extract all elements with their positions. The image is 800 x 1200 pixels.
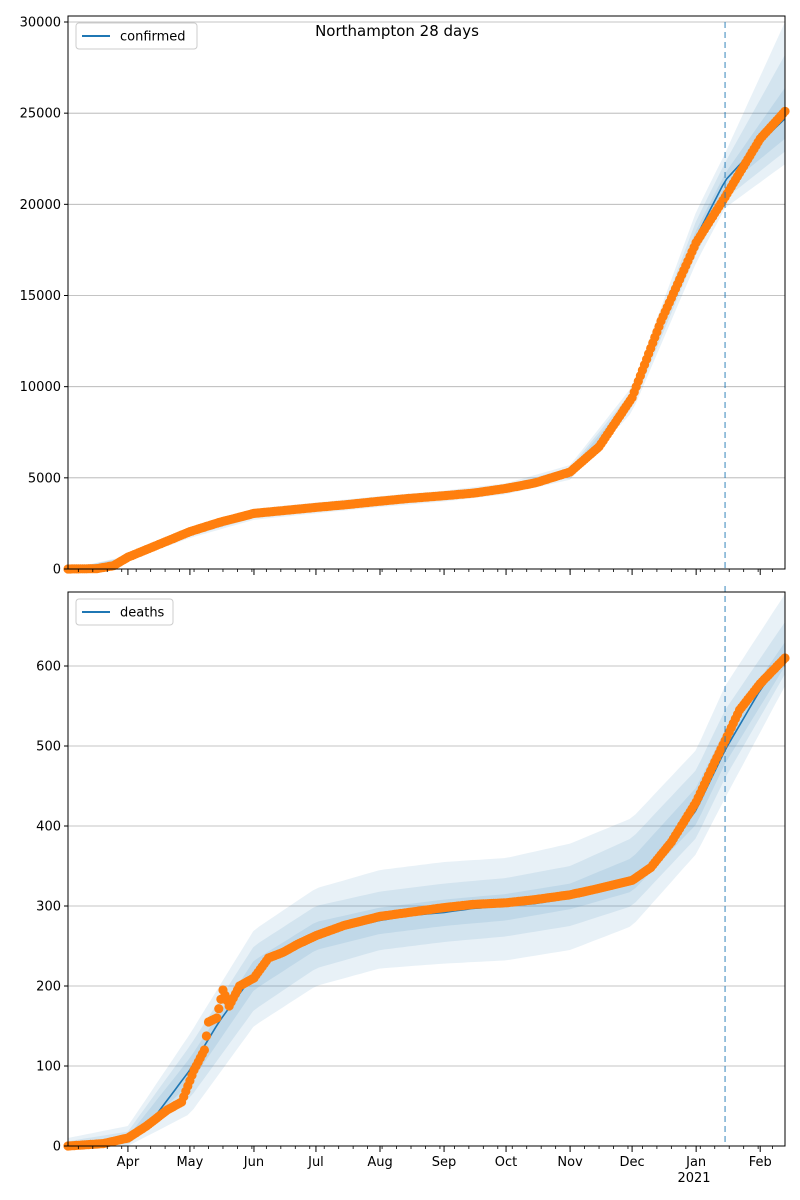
deaths-x-tick-label: Apr	[117, 1155, 140, 1170]
deaths-x-tick-label: Dec	[620, 1155, 645, 1170]
deaths-uncertainty-band	[68, 622, 785, 1146]
deaths-observed-points	[63, 653, 790, 1151]
confirmed-legend[interactable]: confirmed	[75, 22, 198, 50]
confirmed-y-tick-label: 20000	[20, 198, 61, 213]
x-year-label: 2021	[677, 1171, 710, 1186]
deaths-y-tick-label: 0	[53, 1140, 61, 1155]
deaths-uncertainty-bands	[68, 594, 785, 1146]
deaths-panel: 0 100 200 300 400 500 600 Apr May Jun Jul Aug Sep Oc…	[36, 586, 790, 1186]
confirmed-y-tick-label: 0	[53, 563, 61, 578]
deaths-y-tick-label: 600	[36, 660, 61, 675]
confirmed-y-tick-label: 5000	[28, 471, 61, 486]
confirmed-y-tick-label: 25000	[20, 107, 61, 122]
deaths-x-tick-label: Jul	[307, 1155, 324, 1170]
deaths-y-tick-label: 500	[36, 740, 61, 755]
confirmed-legend-label: confirmed	[120, 30, 186, 45]
deaths-observed-point	[214, 1004, 224, 1014]
deaths-observed-point	[212, 1013, 222, 1023]
confirmed-y-tick-label: 15000	[20, 289, 61, 304]
deaths-legend[interactable]: deaths	[75, 598, 174, 626]
deaths-x-tick-label: Nov	[557, 1155, 583, 1170]
deaths-observed-point	[199, 1045, 209, 1055]
deaths-y-tick-label: 100	[36, 1060, 61, 1075]
confirmed-y-tick-label: 30000	[20, 16, 61, 31]
confirmed-axes-area	[68, 16, 785, 569]
deaths-axes-area	[68, 592, 785, 1146]
deaths-y-axis: 0 100 200 300 400 500 600	[36, 660, 68, 1155]
deaths-legend-box	[75, 598, 174, 626]
deaths-x-tick-label: Feb	[749, 1155, 772, 1170]
confirmed-legend-box	[75, 22, 198, 50]
deaths-y-tick-label: 200	[36, 980, 61, 995]
deaths-x-tick-label: Sep	[432, 1155, 457, 1170]
confirmed-y-tick-label: 10000	[20, 380, 61, 395]
deaths-x-tick-label: Aug	[367, 1155, 392, 1170]
deaths-observed-point	[201, 1031, 211, 1041]
deaths-x-tick-label: Oct	[495, 1155, 517, 1170]
confirmed-gridlines	[68, 21, 785, 479]
deaths-y-tick-label: 400	[36, 820, 61, 835]
deaths-uncertainty-band	[68, 594, 785, 1146]
confirmed-x-axis	[77, 569, 774, 575]
deaths-axes-frame	[67, 591, 786, 1147]
figure-title: Northampton 28 days	[315, 22, 479, 40]
deaths-legend-label: deaths	[120, 606, 165, 621]
confirmed-panel: 0 5000 10000 15000 20000 25000 30000 Northampt…	[20, 15, 790, 578]
confirmed-axes-frame	[67, 15, 786, 570]
deaths-x-tick-label: Jun	[243, 1155, 264, 1170]
confirmed-y-axis: 0 5000 10000 15000 20000 25000 30000	[20, 16, 68, 578]
deaths-x-tick-label: Jan	[685, 1155, 706, 1170]
deaths-y-tick-label: 300	[36, 900, 61, 915]
confirmed-observed-points	[63, 106, 790, 574]
deaths-x-axis: Apr May Jun Jul Aug Sep Oct Nov Dec Jan Feb	[77, 1146, 774, 1170]
deaths-x-tick-label: May	[176, 1155, 203, 1170]
